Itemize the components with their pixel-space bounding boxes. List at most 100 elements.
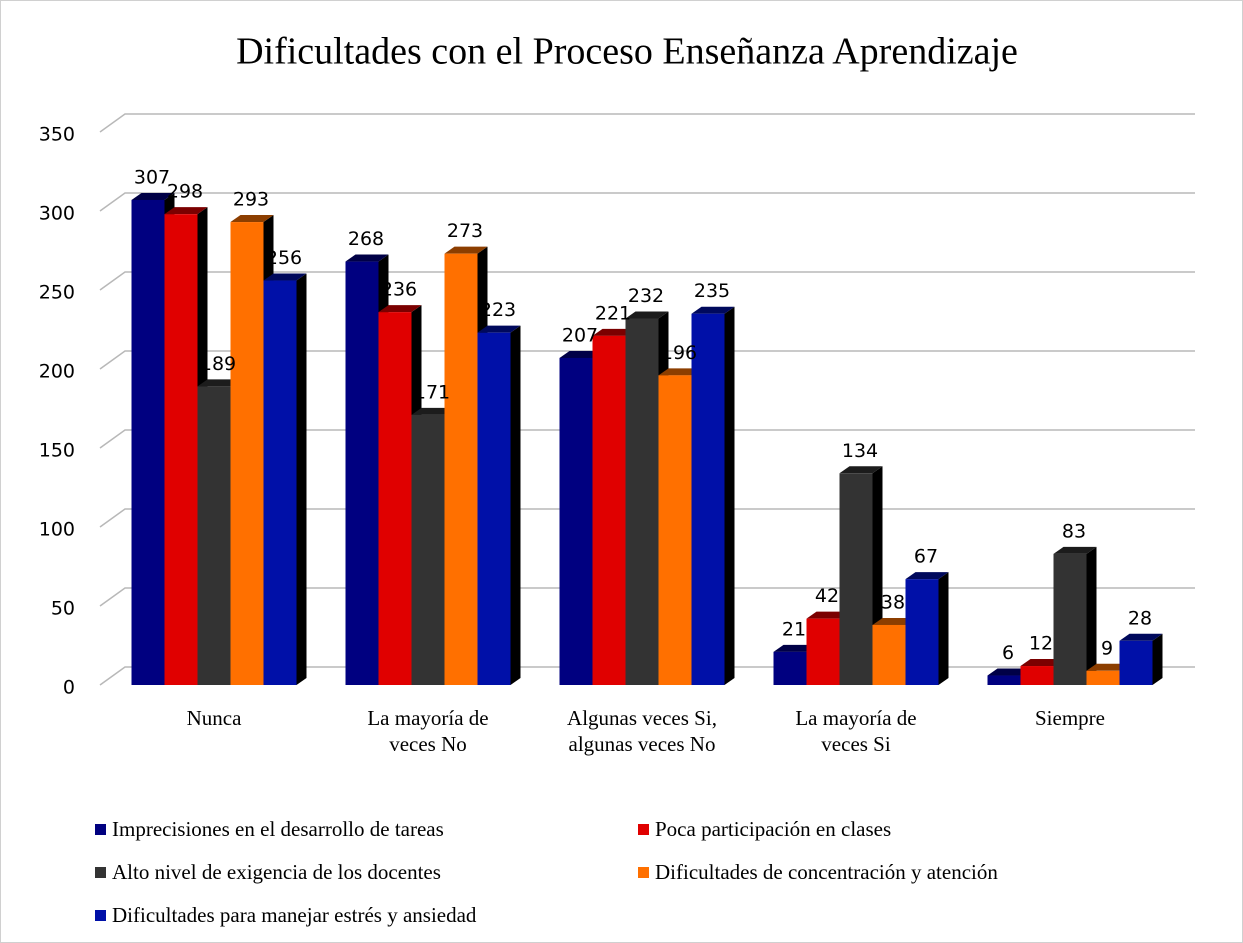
- bar-top: [345, 254, 389, 262]
- bar: [1053, 553, 1087, 685]
- bar-side: [1152, 633, 1163, 685]
- bar: [164, 214, 198, 685]
- legend-swatch: [95, 910, 106, 921]
- legend-label: Alto nivel de exigencia de los docentes: [112, 860, 441, 884]
- bar: [987, 675, 1021, 685]
- data-label: 9: [1101, 637, 1113, 659]
- bar: [477, 332, 511, 685]
- data-label: 256: [266, 247, 302, 269]
- bar: [905, 579, 939, 685]
- bar: [263, 280, 297, 685]
- data-label: 232: [628, 285, 664, 307]
- grid-line: [99, 350, 1195, 370]
- x-tick-label: La mayoría de veces Si: [795, 706, 917, 756]
- bar-top: [1053, 546, 1097, 554]
- chart-title: Dificultades con el Proceso Enseñanza Ap…: [236, 31, 1018, 73]
- bar-top: [444, 246, 488, 254]
- grid-line: [99, 508, 1195, 528]
- data-label: 134: [842, 440, 878, 462]
- data-label: 298: [167, 181, 203, 203]
- bar: [378, 312, 412, 685]
- grid-line: [99, 587, 1195, 607]
- grid-line: [99, 429, 1195, 449]
- grid-line: [99, 192, 1195, 212]
- data-label: 273: [447, 220, 483, 242]
- data-label: 207: [562, 324, 598, 346]
- bar: [197, 386, 231, 685]
- bar-top: [559, 350, 603, 358]
- bar-side: [938, 572, 949, 685]
- data-label: 223: [480, 299, 516, 321]
- bar-top: [378, 305, 422, 313]
- bar-top: [691, 306, 735, 314]
- data-label: 293: [233, 189, 269, 211]
- data-label: 171: [414, 381, 450, 403]
- data-label: 307: [134, 166, 170, 188]
- legend-label: Dificultades para manejar estrés y ansie…: [112, 903, 477, 927]
- bar-top: [1119, 633, 1163, 641]
- legend-swatch: [95, 824, 106, 835]
- y-tick-label: 300: [39, 203, 75, 225]
- legend-swatch: [95, 867, 106, 878]
- y-tick-label: 250: [39, 282, 75, 304]
- bar-top: [592, 328, 636, 336]
- bar-top: [1086, 663, 1130, 671]
- data-label: 42: [815, 585, 839, 607]
- bar-top: [1020, 659, 1064, 667]
- bar: [444, 253, 478, 685]
- bar-top: [773, 644, 817, 652]
- y-tick-label: 150: [39, 440, 75, 462]
- data-label: 221: [595, 302, 631, 324]
- bar-top: [839, 466, 883, 474]
- bar: [559, 357, 593, 685]
- bar: [658, 375, 692, 685]
- bar: [1086, 670, 1120, 685]
- bar-top: [164, 207, 208, 215]
- data-label: 268: [348, 228, 384, 250]
- data-label: 6: [1002, 642, 1014, 664]
- x-tick-label: Siempre: [1035, 706, 1105, 730]
- bar-top: [411, 407, 455, 415]
- data-label: 67: [914, 546, 938, 568]
- data-label: 189: [200, 353, 236, 375]
- bar: [345, 261, 379, 685]
- x-tick-label: Nunca: [186, 706, 242, 730]
- legend-label: Dificultades de concentración y atención: [655, 860, 998, 884]
- bar-top: [625, 311, 669, 319]
- bar-side: [1086, 546, 1097, 685]
- y-tick-label: 350: [39, 124, 75, 146]
- legend-label: Imprecisiones en el desarrollo de tareas: [112, 817, 444, 841]
- bar: [625, 318, 659, 685]
- legend-label: Poca participación en clases: [655, 817, 891, 841]
- y-tick-label: 50: [51, 598, 75, 620]
- bar-top: [658, 368, 702, 376]
- bar: [839, 473, 873, 685]
- data-label: 236: [381, 279, 417, 301]
- data-label: 12: [1029, 633, 1053, 655]
- bar-side: [510, 325, 521, 685]
- bar-side: [296, 273, 307, 685]
- bar: [872, 624, 906, 685]
- grid-line: [99, 113, 1195, 133]
- bar: [230, 222, 264, 685]
- y-tick-label: 0: [63, 677, 75, 699]
- y-tick-label: 100: [39, 519, 75, 541]
- bar: [773, 651, 807, 685]
- bar-top: [872, 617, 916, 625]
- data-label: 21: [782, 618, 806, 640]
- bar-top: [806, 611, 850, 619]
- legend-swatch: [638, 824, 649, 835]
- x-tick-label: Algunas veces Si, algunas veces No: [567, 706, 717, 756]
- bar: [1020, 666, 1054, 685]
- data-label: 235: [694, 280, 730, 302]
- legend-swatch: [638, 867, 649, 878]
- bar-top: [263, 273, 307, 281]
- x-tick-label: La mayoría de veces No: [367, 706, 489, 756]
- bar-top: [197, 379, 241, 387]
- bar: [411, 414, 445, 685]
- bar-top: [987, 668, 1031, 676]
- bar: [691, 313, 725, 685]
- y-tick-label: 200: [39, 361, 75, 383]
